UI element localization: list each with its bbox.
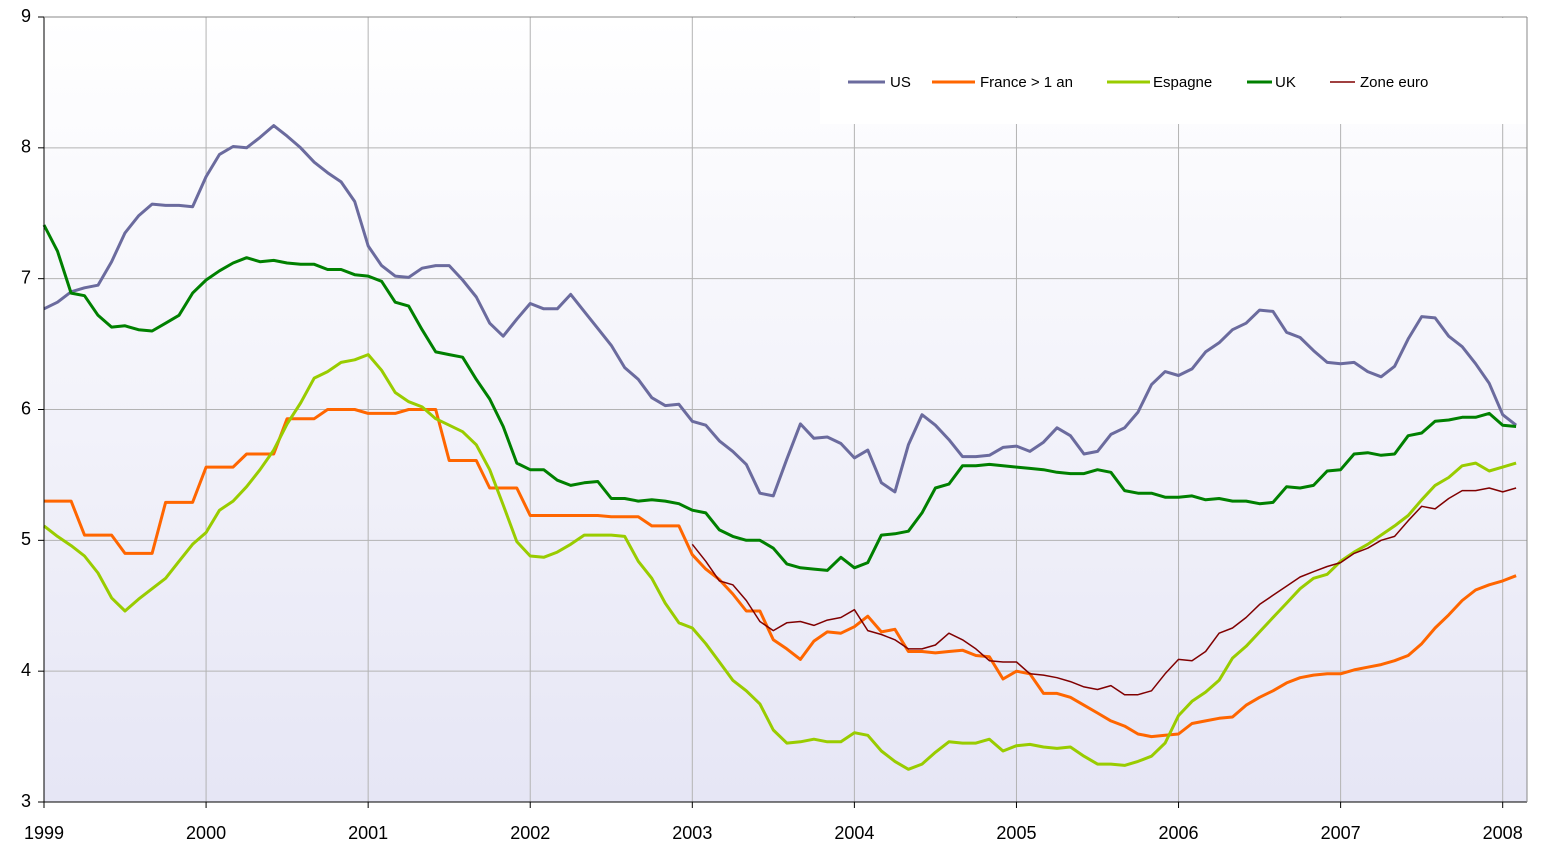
y-tick-label: 7 bbox=[21, 267, 31, 287]
x-tick-label: 2000 bbox=[186, 823, 226, 843]
x-tick-label: 2004 bbox=[834, 823, 874, 843]
legend-label: US bbox=[890, 74, 911, 91]
legend-label: Espagne bbox=[1153, 74, 1212, 91]
y-tick-label: 5 bbox=[21, 529, 31, 549]
y-tick-label: 9 bbox=[21, 6, 31, 26]
y-tick-label: 6 bbox=[21, 398, 31, 418]
lines bbox=[42, 124, 1518, 771]
legend-label: France > 1 an bbox=[980, 74, 1073, 91]
series-line bbox=[691, 487, 1517, 696]
y-tick-label: 4 bbox=[21, 660, 31, 680]
series-line bbox=[43, 124, 1518, 498]
x-tick-label: 2002 bbox=[510, 823, 550, 843]
legend: US France > 1 an Espagne UK Zone euro bbox=[848, 74, 1428, 91]
x-tick-label: 2005 bbox=[996, 823, 1036, 843]
legend-label: UK bbox=[1275, 74, 1296, 91]
x-tick-label: 2003 bbox=[672, 823, 712, 843]
legend-label: Zone euro bbox=[1360, 74, 1428, 91]
x-tick-label: 2007 bbox=[1321, 823, 1361, 843]
x-tick-label: 2008 bbox=[1483, 823, 1523, 843]
series-line bbox=[43, 353, 1517, 771]
axes: 3 4 5 6 7 8 9 1999 2000 2001 2002 2003 2004 2005 2006 2… bbox=[21, 6, 1528, 843]
series-line bbox=[42, 224, 1517, 572]
legend-box bbox=[820, 18, 1526, 124]
x-tick-label: 2006 bbox=[1159, 823, 1199, 843]
x-tick-label: 2001 bbox=[348, 823, 388, 843]
y-tick-label: 3 bbox=[21, 791, 31, 811]
x-tick-label: 1999 bbox=[24, 823, 64, 843]
y-tick-label: 8 bbox=[21, 137, 31, 157]
